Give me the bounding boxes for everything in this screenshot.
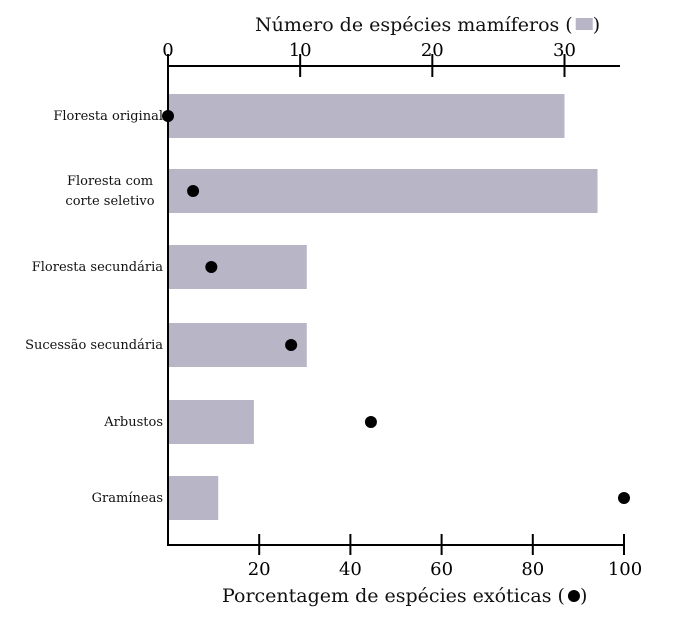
- bar-5: [168, 476, 219, 520]
- top-legend-swatch: [575, 18, 593, 30]
- bar-1: [168, 169, 598, 213]
- category-label-0: Floresta original: [53, 109, 163, 124]
- category-labels: Floresta original Floresta com corte selet…: [25, 109, 163, 506]
- bottom-tick-label-3: 80: [521, 559, 544, 580]
- top-tick-label-0: 0: [162, 40, 173, 61]
- bar-3: [168, 323, 307, 367]
- top-tick-label-2: 20: [421, 40, 444, 61]
- dot-1: [187, 185, 200, 197]
- bottom-tick-label-2: 60: [430, 559, 453, 580]
- category-label-4: Arbustos: [103, 415, 163, 430]
- top-axis-title: Número de espécies mamíferos (: [255, 14, 573, 36]
- dot-0: [162, 110, 174, 122]
- category-label-1: Floresta com corte seletivo: [65, 174, 154, 209]
- bottom-legend-dot: [567, 590, 580, 602]
- category-label-1-line-0: Floresta com: [67, 174, 153, 189]
- dot-5: [618, 492, 630, 504]
- bottom-axis-title-end: ): [580, 585, 587, 607]
- top-tick-label-3: 30: [553, 40, 576, 61]
- bottom-tick-label-0: 20: [248, 559, 271, 580]
- bars-layer: [168, 94, 598, 520]
- bottom-axis-title: Porcentagem de espécies exóticas (: [222, 585, 565, 607]
- axis-titles: Número de espécies mamíferos ( ) Porcenta…: [222, 14, 600, 607]
- top-tick-label-1: 10: [289, 40, 312, 61]
- dot-4: [364, 416, 377, 428]
- top-axis-title-end: ): [593, 14, 600, 36]
- axes-layer: 0 10 20 30 20 40 60 80 100: [162, 40, 642, 580]
- bar-4: [168, 400, 254, 444]
- dot-2: [205, 261, 218, 273]
- category-label-1-line-1: corte seletivo: [65, 194, 154, 209]
- bar-2: [168, 245, 307, 289]
- category-label-5: Gramíneas: [92, 491, 163, 506]
- category-label-3: Sucessão secundária: [25, 338, 163, 353]
- bar-0: [168, 94, 565, 138]
- dots-layer: [162, 110, 630, 504]
- category-label-2: Floresta secundária: [32, 260, 164, 275]
- bottom-tick-label-4: 100: [608, 559, 642, 580]
- bottom-tick-label-1: 40: [339, 559, 362, 580]
- dot-3: [285, 339, 298, 351]
